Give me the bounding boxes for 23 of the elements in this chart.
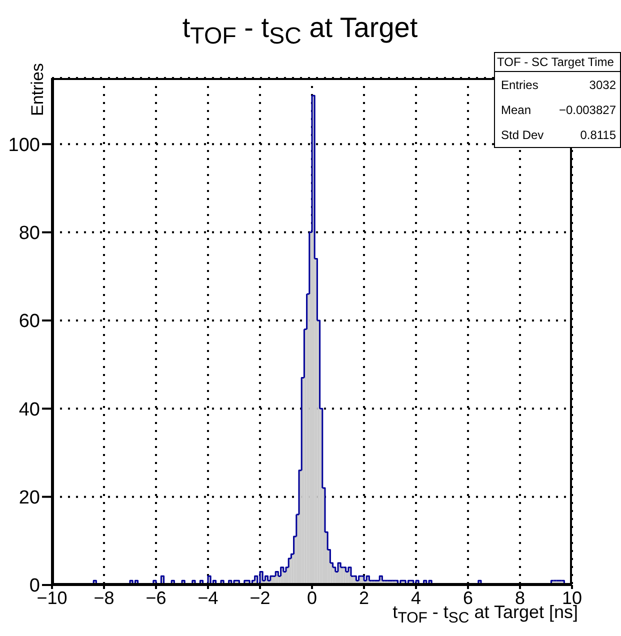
x-tick-label: 6 (462, 588, 474, 608)
x-tick-label: 2 (358, 588, 370, 608)
annotation: Entries (501, 78, 538, 92)
annotation: −0.003827 (558, 103, 616, 117)
annotation: Std Dev (501, 128, 544, 142)
y-tick-label: 60 (18, 311, 40, 332)
y-tick-label: 80 (18, 223, 40, 244)
x-tick-label: −2 (250, 588, 270, 608)
text: TOF - SC Target Time (495, 53, 620, 72)
text: 0.8115 (580, 128, 616, 142)
x-tick-label: 8 (514, 588, 526, 608)
x-tick-label: −8 (94, 588, 114, 608)
x-tick-label: 4 (410, 588, 422, 608)
x-tick-label: −4 (198, 588, 218, 608)
x-tick-label: −6 (146, 588, 166, 608)
y-tick-label: 20 (18, 488, 40, 509)
y-tick-label: 40 (18, 399, 40, 420)
text: 3032 (589, 78, 616, 92)
y-axis-title: Entries (28, 63, 48, 116)
x-tick-label: 0 (306, 588, 318, 608)
annotation: Mean (501, 103, 532, 117)
chart-title: t$_{TOF}$ - t$_{SC}$ at Target (181, 12, 419, 50)
y-tick-label: 100 (8, 134, 40, 156)
